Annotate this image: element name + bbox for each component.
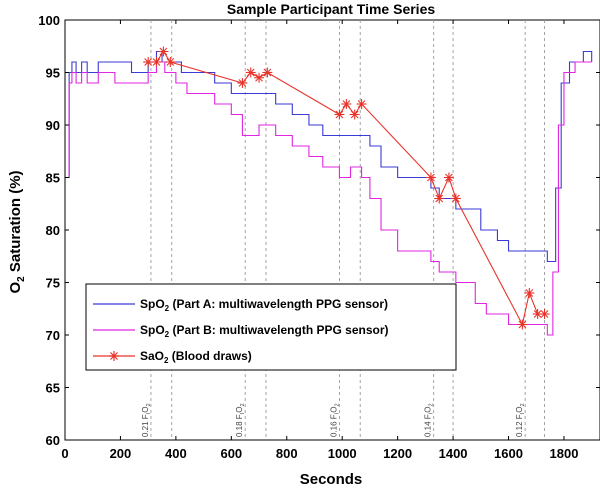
phase-label-part: O — [235, 407, 244, 413]
phase-label-part: 2 — [520, 403, 526, 406]
phase-label-part: 0.14 F — [424, 414, 433, 437]
sao2-point — [434, 193, 445, 204]
legend: SpO2 (Part A: multiwavelength PPG sensor… — [85, 283, 457, 371]
phase-label-part: I — [520, 412, 526, 414]
phase-label-part: I — [334, 412, 340, 414]
y-axis-label: O2 Saturation (%) — [7, 170, 27, 293]
legend-entry-sao2: SaO2 (Blood draws) — [93, 349, 252, 365]
sao2-point — [349, 109, 360, 120]
legend-entry-part-a: SpO2 (Part A: multiwavelength PPG sensor… — [93, 297, 388, 313]
phase-label-part: 0.21 F — [141, 414, 150, 437]
legend-swatch-sao2-marker — [109, 351, 119, 361]
x-tick-label: 1600 — [494, 446, 523, 461]
phase-label-part: 0.16 F — [329, 414, 338, 437]
phase-label: 0.16 FIO2 — [329, 403, 340, 437]
phase-label: 0.18 FIO2 — [235, 403, 246, 437]
x-tick-label: 1800 — [550, 446, 579, 461]
x-axis-ticks: 0 200 400 600 800 1000 1200 1400 1600 1800 — [61, 20, 578, 461]
x-tick-label: 1400 — [439, 446, 468, 461]
y-axis-label-rest: Saturation (%) — [7, 170, 24, 276]
y-tick-label: 65 — [46, 381, 60, 396]
series-line-part-a — [65, 50, 593, 263]
legend-label-part-a-rest: (Part A: multiwavelength PPG sensor) — [169, 297, 388, 311]
legend-label-part-b-main: SpO — [140, 323, 165, 337]
sao2-point — [165, 57, 176, 67]
legend-label-part-b-rest: (Part B: multiwavelength PPG sensor) — [169, 323, 388, 337]
sao2-point — [158, 46, 169, 57]
legend-label-sao2: SaO2 (Blood draws) — [140, 349, 252, 365]
blood-draw-markers — [143, 46, 550, 330]
legend-label-sao2-main: SaO — [140, 349, 164, 363]
phase-label: 0.21 FIO2 — [141, 403, 152, 437]
phase-label-part: I — [429, 412, 435, 414]
sao2-point — [443, 172, 454, 183]
phase-label-part: 2 — [146, 403, 152, 406]
x-tick-label: 400 — [165, 446, 187, 461]
sao2-point — [334, 109, 345, 120]
legend-label-part-a: SpO2 (Part A: multiwavelength PPG sensor… — [140, 297, 388, 313]
phase-label-part: I — [146, 412, 152, 414]
y-tick-label: 90 — [46, 118, 60, 133]
sao2-point — [245, 67, 256, 78]
x-tick-label: 800 — [276, 446, 298, 461]
series-layer — [65, 50, 593, 336]
phase-label-part: O — [515, 407, 524, 413]
legend-entry-part-b: SpO2 (Part B: multiwavelength PPG sensor… — [93, 323, 389, 339]
sao2-point — [425, 172, 436, 183]
x-tick-label: 1000 — [328, 446, 357, 461]
series-line-part-b — [65, 61, 592, 336]
phase-label-part: 2 — [240, 403, 246, 406]
x-axis-label: Seconds — [300, 471, 363, 488]
phase-label-part: 0.12 F — [515, 414, 524, 437]
y-axis-label-main: O — [7, 282, 24, 294]
sao2-point — [517, 319, 528, 330]
y-tick-label: 80 — [46, 223, 60, 238]
y-tick-label: 95 — [46, 66, 60, 81]
x-tick-label: 0 — [61, 446, 68, 461]
sao2-point — [450, 193, 461, 204]
legend-label-sao2-rest: (Blood draws) — [168, 349, 251, 363]
sao2-point — [356, 99, 367, 109]
y-axis-label-sub: 2 — [16, 276, 27, 282]
phase-label-part: O — [141, 407, 150, 413]
sao2-point — [237, 78, 248, 88]
sao2-point — [341, 99, 352, 109]
chart-title: Sample Participant Time Series — [227, 1, 435, 17]
phase-label-part: O — [329, 407, 338, 413]
legend-label-sao2-sub: 2 — [164, 356, 169, 365]
legend-box — [85, 283, 457, 371]
phase-label-part: 0.18 F — [235, 414, 244, 437]
legend-label-part-a-main: SpO — [140, 297, 165, 311]
y-tick-label: 85 — [46, 171, 60, 186]
phase-label: 0.12 FIO2 — [515, 403, 526, 437]
sao2-point — [262, 67, 273, 78]
legend-label-part-b: SpO2 (Part B: multiwavelength PPG sensor… — [140, 323, 389, 339]
y-tick-label: 100 — [38, 13, 60, 28]
phase-label: 0.14 FIO2 — [424, 403, 435, 437]
phase-label-part: 2 — [334, 403, 340, 406]
y-tick-label: 70 — [46, 328, 60, 343]
y-axis-ticks: 60 65 70 75 80 85 90 95 100 — [38, 13, 600, 448]
legend-label-part-b-sub: 2 — [165, 330, 170, 339]
x-tick-label: 200 — [110, 446, 132, 461]
x-tick-label: 600 — [220, 446, 242, 461]
sao2-point — [524, 288, 535, 298]
phase-label-part: O — [424, 407, 433, 413]
sao2-point — [539, 309, 550, 319]
y-tick-label: 60 — [46, 433, 60, 448]
phase-label-part: I — [240, 412, 246, 414]
sao2-point — [151, 57, 162, 67]
phase-label-part: 2 — [429, 403, 435, 406]
series-line-sao2 — [148, 50, 545, 327]
sao2-point — [254, 72, 265, 83]
y-tick-label: 75 — [46, 276, 60, 291]
legend-label-part-a-sub: 2 — [165, 304, 170, 313]
x-tick-label: 1200 — [383, 446, 412, 461]
